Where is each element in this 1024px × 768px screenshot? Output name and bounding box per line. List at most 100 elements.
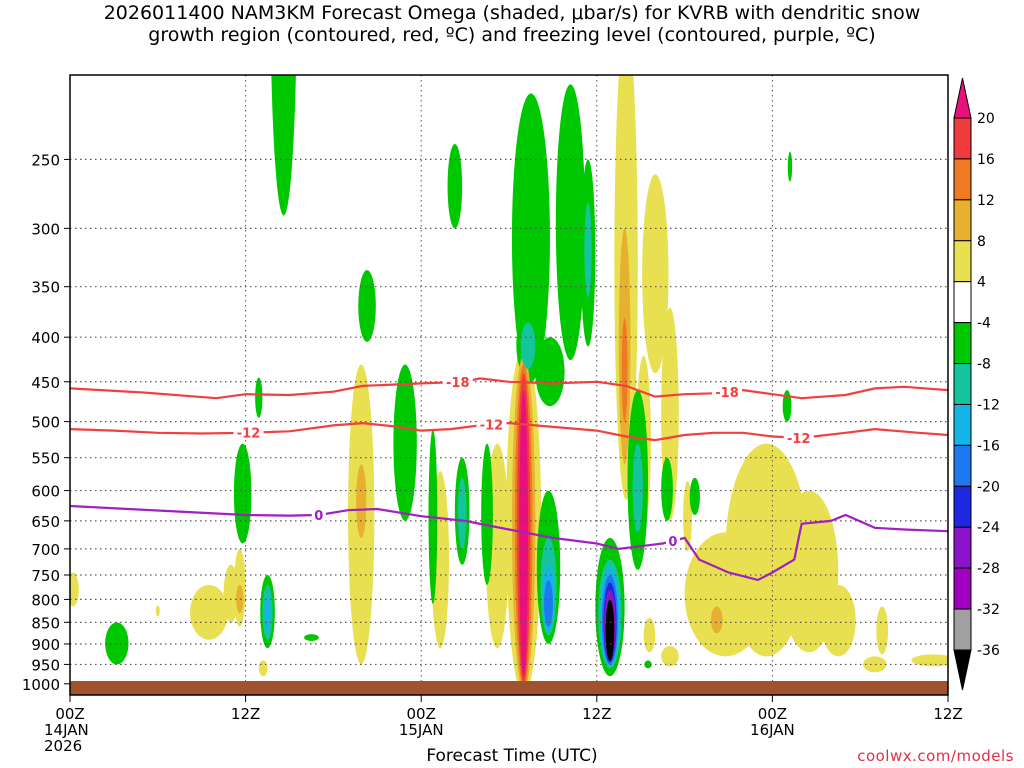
omega-region-neg-37 (511, 93, 550, 382)
omega-region-pos-50 (236, 584, 244, 614)
x-tick-label-3-1: 12Z (582, 705, 611, 723)
y-tick-label-550: 550 (31, 450, 60, 468)
colorbar-label-10: -24 (977, 520, 1000, 536)
colorbar-label-0: 20 (977, 111, 995, 127)
colorbar-label-8: -16 (977, 438, 1000, 454)
omega-region-pos-51 (356, 464, 367, 538)
x-tick-label-0-2: 14JAN (44, 721, 89, 739)
colorbar-top-triangle (953, 77, 972, 119)
colorbar-label-13: -36 (977, 643, 1000, 659)
colorbar-box-7 (953, 403, 972, 446)
contour-label-0-0: -18 (446, 376, 470, 391)
omega-region-pos-22 (876, 606, 889, 655)
colorbar-box-8 (953, 444, 972, 487)
chart-title: 2026011400 NAM3KM Forecast Omega (shaded… (0, 2, 1024, 46)
contour-label-bg-2-0 (311, 506, 326, 522)
x-axis-label: Forecast Time (UTC) (426, 746, 598, 766)
y-tick-label-800: 800 (31, 591, 60, 609)
omega-region-neg-34 (447, 143, 463, 229)
contour-label-bg-2-1 (665, 532, 680, 548)
omega-region-pos-54 (710, 606, 723, 634)
colorbar-box-0 (953, 117, 972, 160)
contour-layer: -18 -18 -12 -12 -12 0 0 (70, 374, 948, 582)
colorbar-box-3 (953, 240, 972, 283)
chart-title-line-2: growth region (contoured, red, ºC) and f… (148, 24, 876, 46)
colorbar: 20 16 12 8 4 -4 -8 -12 -16 -20 -24 -28 -32 -36 (953, 77, 1000, 691)
y-tick-label-250: 250 (31, 151, 60, 169)
omega-region-neg-32 (393, 364, 417, 521)
colorbar-label-7: -12 (977, 397, 1000, 413)
omega-region-neg-31 (358, 270, 376, 342)
omega-region-pos-16 (683, 481, 692, 552)
plot-frame (69, 74, 949, 696)
colorbar-label-11: -28 (977, 561, 1000, 577)
x-tick-label-4-2: 16JAN (750, 721, 795, 739)
site-credit: coolwx.com/models (857, 747, 1014, 765)
y-tick-label-1000: 1000 (22, 676, 60, 694)
omega-region-pos-15 (643, 617, 656, 653)
y-tick-label-500: 500 (31, 414, 60, 432)
x-tick-label-0-3: 2026 (44, 737, 82, 755)
colorbar-label-12: -32 (977, 602, 1000, 618)
omega-region-pos-23 (863, 656, 887, 673)
x-tick-label-2-1: 00Z (407, 705, 436, 723)
colorbar-label-1: 16 (977, 152, 995, 168)
contour-label-0-1: -18 (715, 386, 739, 401)
omega-region-neg-49 (787, 151, 793, 182)
colorbar-label-5: -4 (977, 316, 991, 332)
contour-label-1-1: -12 (480, 418, 504, 433)
y-tick-label-650: 650 (31, 513, 60, 531)
colorbar-label-4: 4 (977, 275, 986, 291)
x-tick-label-4-1: 00Z (758, 705, 787, 723)
y-tick-label-850: 850 (31, 614, 60, 632)
omega-region-pos-5 (258, 660, 268, 677)
y-tick-label-400: 400 (31, 329, 60, 347)
contour-label-2-0: 0 (314, 509, 323, 524)
y-tick-label-450: 450 (31, 374, 60, 392)
colorbar-box-6 (953, 363, 972, 405)
contour-label-bg-0-1 (712, 383, 743, 399)
colorbar-box-12 (953, 608, 972, 651)
omega-region-pos-63 (621, 317, 628, 422)
y-axis: 250 300 350 400 450 500 550 600 650 700 750 800 850 9… (22, 151, 70, 694)
y-tick-label-700: 700 (31, 541, 60, 559)
omega-region-neg-25 (105, 622, 129, 665)
colorbar-box-11 (953, 567, 972, 610)
colorbar-label-9: -20 (977, 479, 1000, 495)
omega-region-neg-47 (689, 477, 700, 515)
contour-label-1-0: -12 (237, 427, 261, 442)
contour-label-bg-1-1 (476, 416, 507, 432)
contour-line-2 (70, 504, 948, 582)
omega-region-neg-30 (304, 634, 319, 642)
colorbar-box-2 (953, 199, 972, 242)
omega-region-pos-17 (661, 646, 679, 667)
omega-region-neg-68 (544, 580, 553, 627)
chart-title-line-1: 2026011400 NAM3KM Forecast Omega (shaded… (103, 2, 921, 24)
colorbar-label-6: -8 (977, 357, 991, 373)
omega-region-pos-0 (70, 572, 79, 607)
x-tick-label-0-1: 00Z (55, 705, 84, 723)
omega-region-neg-56 (457, 477, 467, 549)
omega-region-pos-1 (155, 605, 160, 617)
omega-region-neg-58 (584, 202, 592, 298)
y-tick-label-300: 300 (31, 220, 60, 238)
contour-label-bg-1-2 (783, 429, 814, 445)
x-tick-label-2-2: 15JAN (399, 721, 444, 739)
colorbar-box-5 (953, 322, 972, 365)
contour-label-bg-0-0 (442, 374, 473, 390)
x-tick-label-1-1: 12Z (231, 705, 260, 723)
omega-region-neg-73 (605, 599, 615, 661)
ground-terrain (70, 681, 948, 695)
omega-region-neg-61 (632, 443, 643, 533)
colorbar-box-1 (953, 158, 972, 201)
omega-region-neg-45 (661, 457, 673, 521)
colorbar-box-4 (953, 281, 972, 324)
omega-region-neg-64 (264, 594, 271, 632)
omega-region-neg-29 (271, 75, 296, 216)
omega-region-pos-24 (911, 654, 948, 667)
colorbar-label-3: 8 (977, 234, 986, 250)
omega-region-pos-21 (820, 584, 856, 657)
contour-label-bg-1-0 (233, 424, 264, 440)
